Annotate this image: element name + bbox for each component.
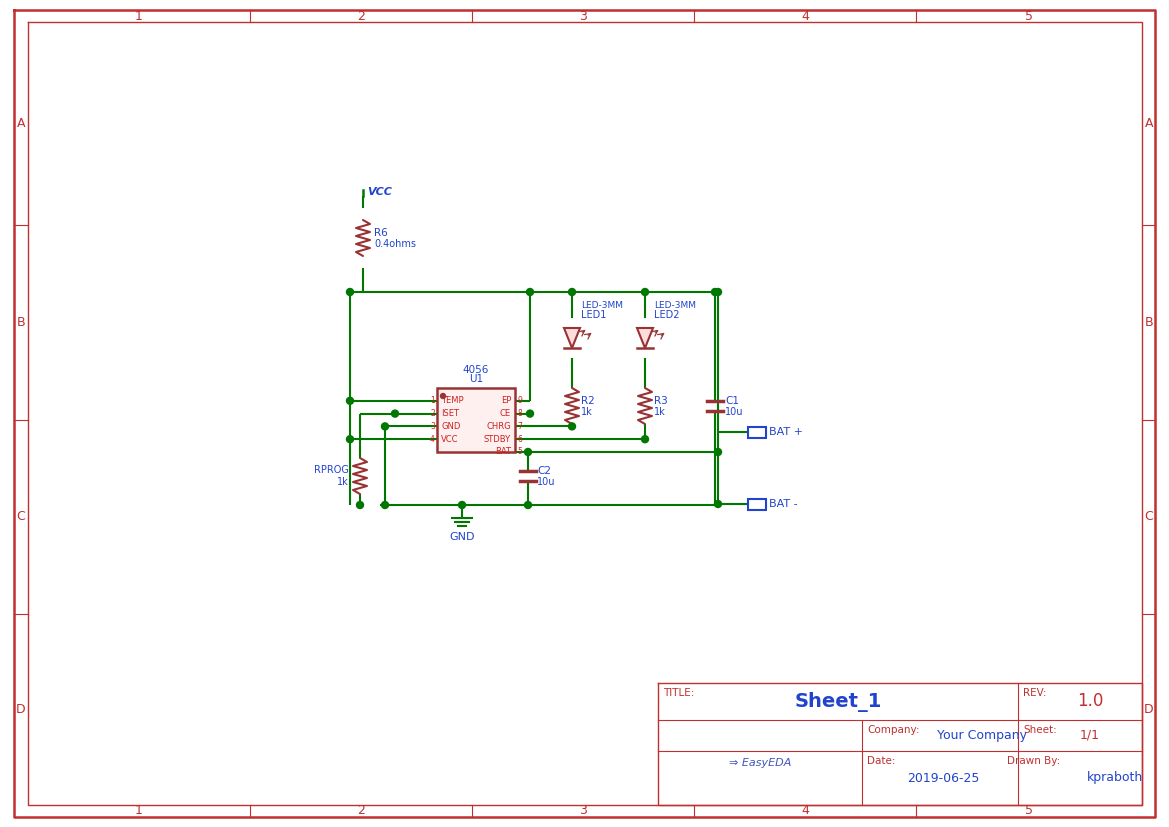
Circle shape [346, 289, 353, 295]
Text: 10u: 10u [537, 477, 555, 487]
Text: R3: R3 [653, 396, 667, 406]
Text: 4: 4 [430, 435, 435, 444]
Circle shape [712, 289, 719, 295]
Text: 1k: 1k [581, 407, 593, 417]
Circle shape [714, 448, 721, 456]
Text: D: D [16, 703, 26, 716]
Circle shape [525, 501, 532, 509]
Text: Date:: Date: [867, 756, 895, 766]
Polygon shape [563, 328, 580, 348]
Text: 2019-06-25: 2019-06-25 [907, 772, 980, 785]
Text: 1k: 1k [337, 477, 350, 487]
Text: Sheet_1: Sheet_1 [794, 691, 881, 711]
Circle shape [346, 397, 353, 404]
Text: 6: 6 [517, 435, 521, 444]
Text: C2: C2 [537, 466, 551, 476]
Text: 2: 2 [430, 409, 435, 418]
Circle shape [441, 394, 445, 399]
Circle shape [346, 436, 353, 442]
Text: U1: U1 [469, 374, 483, 384]
Text: A: A [16, 117, 26, 130]
Text: ⇒ EasyEDA: ⇒ EasyEDA [728, 758, 791, 767]
Text: TEMP: TEMP [441, 396, 464, 405]
Bar [748, 427, 766, 437]
Text: 5: 5 [1025, 805, 1033, 818]
Circle shape [381, 501, 388, 509]
Text: VCC: VCC [367, 187, 392, 197]
Circle shape [642, 436, 649, 442]
Text: 5: 5 [517, 447, 521, 457]
Text: Drawn By:: Drawn By: [1007, 756, 1060, 766]
Text: VCC: VCC [441, 435, 458, 444]
Text: 3: 3 [579, 805, 587, 818]
Circle shape [714, 289, 721, 295]
Text: BAT -: BAT - [769, 499, 797, 509]
Text: Your Company: Your Company [938, 729, 1028, 742]
Text: ISET: ISET [441, 409, 459, 418]
Text: D: D [1144, 703, 1154, 716]
Text: LED1: LED1 [581, 310, 607, 320]
Text: 1: 1 [430, 396, 435, 405]
Circle shape [642, 289, 649, 295]
Text: STDBY: STDBY [484, 435, 511, 444]
Text: B: B [16, 316, 26, 329]
Bar [748, 499, 766, 509]
Circle shape [357, 501, 364, 509]
Text: C1: C1 [725, 396, 739, 406]
Text: 4: 4 [801, 805, 809, 818]
Text: 4056: 4056 [463, 365, 489, 375]
Text: CHRG: CHRG [486, 422, 511, 431]
Text: A: A [1144, 117, 1154, 130]
Polygon shape [637, 328, 653, 348]
Text: Sheet:: Sheet: [1023, 725, 1057, 735]
Text: LED-3MM: LED-3MM [653, 302, 696, 310]
Text: REV:: REV: [1023, 688, 1046, 698]
Text: 2: 2 [357, 805, 365, 818]
Text: 2: 2 [357, 9, 365, 22]
Text: 1: 1 [136, 9, 143, 22]
Circle shape [458, 501, 465, 509]
Text: R2: R2 [581, 396, 595, 406]
Text: BAT +: BAT + [769, 427, 803, 437]
Text: BAT: BAT [494, 447, 511, 457]
Text: 1/1: 1/1 [1080, 729, 1100, 742]
Text: 3: 3 [579, 9, 587, 22]
Text: 4: 4 [801, 9, 809, 22]
Circle shape [714, 500, 721, 508]
Text: 1.0: 1.0 [1077, 692, 1104, 710]
Text: C: C [16, 510, 26, 523]
Text: 10u: 10u [725, 407, 743, 417]
Text: GND: GND [441, 422, 461, 431]
Text: Company:: Company: [867, 725, 920, 735]
Text: 1k: 1k [653, 407, 666, 417]
Text: R6: R6 [374, 228, 388, 238]
Text: TITLE:: TITLE: [663, 688, 694, 698]
Circle shape [525, 448, 532, 456]
Text: LED-3MM: LED-3MM [581, 302, 623, 310]
Text: 1: 1 [136, 805, 143, 818]
Text: GND: GND [449, 532, 475, 542]
Text: 3: 3 [430, 422, 435, 431]
Text: CE: CE [500, 409, 511, 418]
Text: C: C [1144, 510, 1154, 523]
Text: RPROG: RPROG [314, 465, 350, 475]
Text: 9: 9 [517, 396, 521, 405]
Text: 0.4ohms: 0.4ohms [374, 239, 416, 249]
Circle shape [392, 410, 399, 417]
Text: EP: EP [500, 396, 511, 405]
Text: 8: 8 [517, 409, 521, 418]
Circle shape [381, 423, 388, 430]
Bar [437, 388, 516, 452]
Text: LED2: LED2 [653, 310, 679, 320]
Text: B: B [1144, 316, 1154, 329]
Circle shape [568, 289, 575, 295]
Text: kpraboth: kpraboth [1087, 772, 1143, 785]
Circle shape [526, 289, 533, 295]
Circle shape [526, 410, 533, 417]
Text: 7: 7 [517, 422, 521, 431]
Circle shape [568, 423, 575, 430]
Text: 5: 5 [1025, 9, 1033, 22]
